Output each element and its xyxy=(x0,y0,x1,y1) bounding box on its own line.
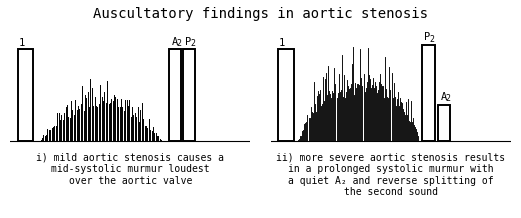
Bar xyxy=(422,45,435,141)
Bar xyxy=(278,49,294,141)
Text: 1: 1 xyxy=(279,38,286,48)
Text: P: P xyxy=(185,37,192,47)
Text: 1: 1 xyxy=(19,38,25,48)
Text: 2: 2 xyxy=(177,39,182,48)
Bar xyxy=(169,49,181,141)
Text: Auscultatory findings in aortic stenosis: Auscultatory findings in aortic stenosis xyxy=(93,7,428,20)
Text: A: A xyxy=(171,37,178,47)
Bar xyxy=(183,49,195,141)
Bar xyxy=(438,105,451,141)
Text: i) mild aortic stenosis causes a
mid-systolic murmur loudest
over the aortic val: i) mild aortic stenosis causes a mid-sys… xyxy=(36,153,224,186)
Bar xyxy=(18,49,33,141)
Text: A: A xyxy=(440,92,446,102)
Text: 2: 2 xyxy=(430,35,435,44)
Text: 2: 2 xyxy=(191,39,196,48)
Text: P: P xyxy=(424,32,430,42)
Text: ii) more severe aortic stenosis results
in a prolonged systolic murmur with
a qu: ii) more severe aortic stenosis results … xyxy=(276,153,505,198)
Text: 2: 2 xyxy=(445,94,451,103)
